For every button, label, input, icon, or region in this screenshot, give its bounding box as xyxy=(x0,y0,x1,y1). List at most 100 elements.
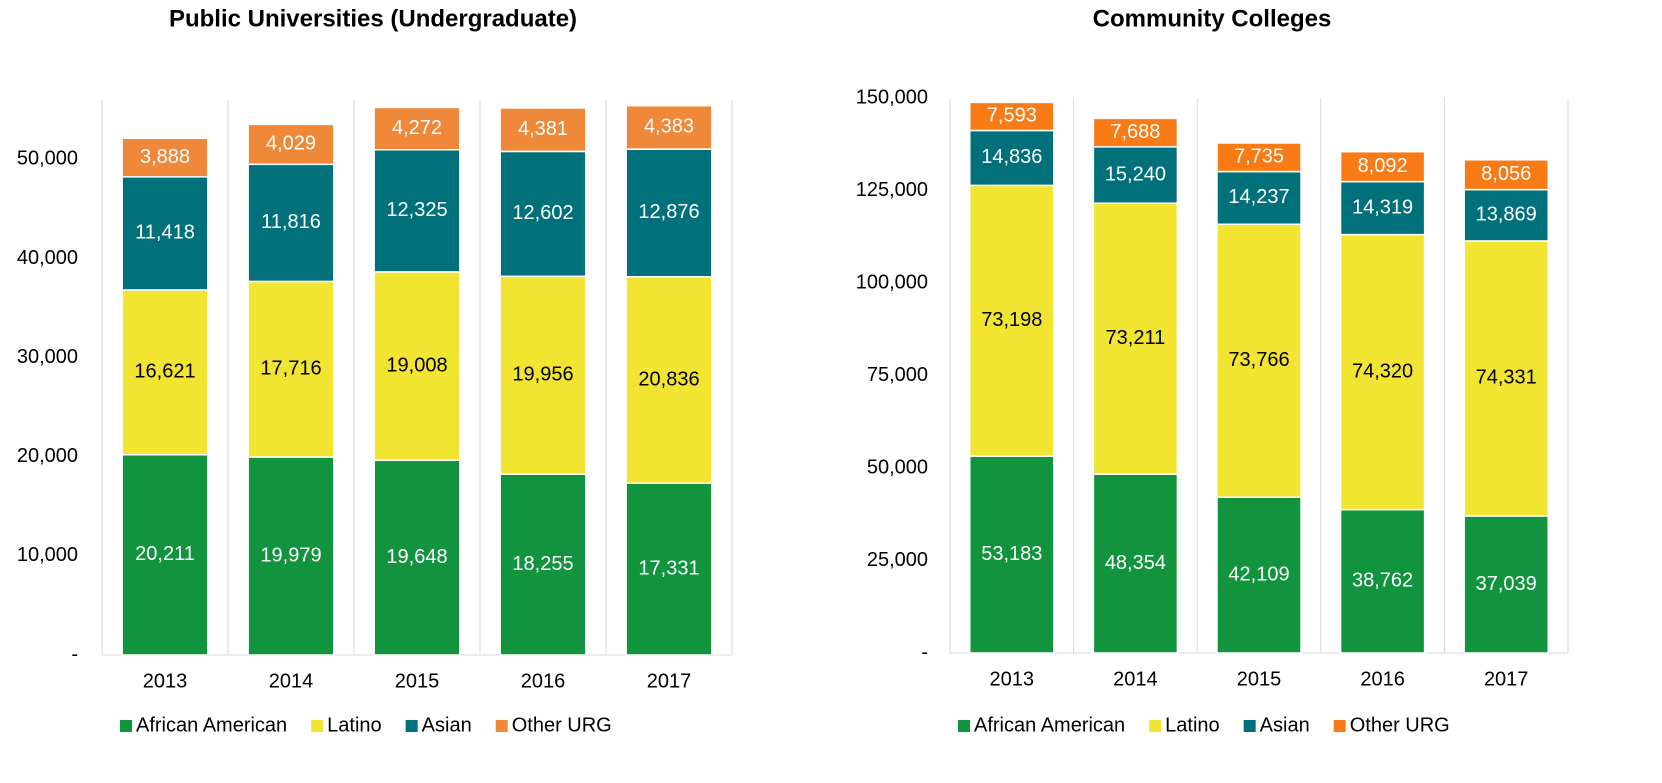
bar-segment xyxy=(373,271,461,462)
data-label: 42,109 xyxy=(1228,563,1289,585)
y-tick-label: 20,000 xyxy=(17,445,78,467)
x-tick-label: 2017 xyxy=(647,670,692,692)
x-tick-label: 2017 xyxy=(1484,668,1529,690)
data-label: 73,766 xyxy=(1228,349,1289,371)
data-label: 17,716 xyxy=(260,357,321,379)
x-tick-label: 2013 xyxy=(990,668,1035,690)
y-tick-label: 50,000 xyxy=(17,148,78,170)
data-label: 8,056 xyxy=(1481,163,1531,185)
bar-segment xyxy=(1092,117,1179,148)
x-tick-label: 2015 xyxy=(395,670,440,692)
legend-swatch xyxy=(405,720,418,732)
bar-segment xyxy=(625,482,713,656)
data-label: 74,331 xyxy=(1476,367,1537,389)
bar-segment xyxy=(625,275,713,484)
bar-segment xyxy=(1463,515,1549,654)
data-label: 7,735 xyxy=(1234,146,1284,168)
bar-segment xyxy=(247,163,335,283)
bar-segment xyxy=(1463,240,1549,517)
bar-segment xyxy=(373,106,461,151)
data-label: 12,876 xyxy=(638,201,699,223)
bar-segment xyxy=(625,148,713,278)
legend-label: Latino xyxy=(327,714,382,736)
data-label: 7,688 xyxy=(1110,121,1160,143)
legend-label: Latino xyxy=(1165,714,1220,736)
data-label: 14,836 xyxy=(981,146,1042,168)
data-label: 73,211 xyxy=(1106,327,1166,349)
bar-segment xyxy=(499,275,587,475)
data-label: 15,240 xyxy=(1105,163,1166,185)
y-tick-label: 150,000 xyxy=(856,86,928,108)
bar-segment xyxy=(373,459,461,656)
data-label: 13,869 xyxy=(1476,204,1537,226)
data-label: 48,354 xyxy=(1105,552,1166,574)
y-tick-label: - xyxy=(921,641,928,663)
x-tick-label: 2014 xyxy=(1113,668,1158,690)
data-label: 18,255 xyxy=(512,553,573,575)
legend-swatch xyxy=(1149,720,1162,732)
data-label: 4,272 xyxy=(392,117,442,139)
data-label: 14,319 xyxy=(1352,196,1413,218)
legend-label: African American xyxy=(136,714,287,736)
data-label: 38,762 xyxy=(1352,570,1413,592)
bar-segment xyxy=(121,289,209,456)
y-tick-label: 75,000 xyxy=(867,364,928,386)
data-label: 20,211 xyxy=(135,543,195,565)
y-tick-label: 25,000 xyxy=(867,549,928,571)
y-tick-label: 100,000 xyxy=(856,271,928,293)
legend-swatch xyxy=(495,720,508,732)
bar-segment xyxy=(247,456,335,656)
data-label: 53,183 xyxy=(981,543,1042,565)
legend-swatch xyxy=(311,720,324,732)
legend-swatch xyxy=(1243,720,1256,732)
data-label: 20,836 xyxy=(638,368,699,390)
legend-label: Other URG xyxy=(1350,714,1450,736)
bar-segment xyxy=(1216,142,1302,173)
bar-segment xyxy=(1339,150,1426,183)
data-label: 17,331 xyxy=(638,557,699,579)
chart-title: Community Colleges xyxy=(1093,5,1332,32)
y-tick-label: 30,000 xyxy=(17,346,78,368)
bar-segment xyxy=(1092,146,1179,204)
legend-swatch xyxy=(1333,720,1346,732)
bar-segment xyxy=(373,148,461,273)
bar-segment xyxy=(1463,159,1549,191)
data-label: 11,816 xyxy=(261,211,321,233)
data-label: 37,039 xyxy=(1476,573,1537,595)
bar-segment xyxy=(247,123,335,166)
bar-segment xyxy=(499,107,587,153)
x-tick-label: 2016 xyxy=(521,670,566,692)
data-label: 3,888 xyxy=(140,146,190,168)
legend-swatch xyxy=(120,720,132,732)
data-label: 19,648 xyxy=(386,546,447,568)
bar-segment xyxy=(625,104,713,150)
bar-segment xyxy=(121,176,209,291)
data-label: 4,029 xyxy=(266,133,316,155)
data-label: 4,381 xyxy=(518,118,568,140)
chart-title: Public Universities (Undergraduate) xyxy=(169,5,577,32)
bar-segment xyxy=(969,129,1055,187)
legend-label: African American xyxy=(974,714,1125,736)
data-label: 4,383 xyxy=(644,116,694,138)
data-label: 73,198 xyxy=(981,309,1042,331)
bar-segment xyxy=(969,101,1055,132)
x-tick-label: 2016 xyxy=(1360,668,1405,690)
y-tick-label: 125,000 xyxy=(856,179,928,201)
x-tick-label: 2014 xyxy=(269,670,314,692)
bar-segment xyxy=(499,473,587,656)
legend-swatch xyxy=(958,720,970,732)
data-label: 19,008 xyxy=(386,354,447,376)
bar-segment xyxy=(247,280,335,458)
bar-segment xyxy=(121,137,209,178)
data-label: 12,325 xyxy=(386,199,447,221)
bar-segment xyxy=(1092,473,1179,654)
data-label: 14,237 xyxy=(1228,186,1289,208)
legend-label: Asian xyxy=(422,714,472,736)
bar-segment xyxy=(1092,202,1179,475)
data-label: 19,979 xyxy=(260,544,321,566)
x-tick-label: 2013 xyxy=(143,670,188,692)
legend-label: Asian xyxy=(1260,714,1310,736)
data-label: 8,092 xyxy=(1358,155,1408,177)
data-label: 74,320 xyxy=(1352,360,1413,382)
